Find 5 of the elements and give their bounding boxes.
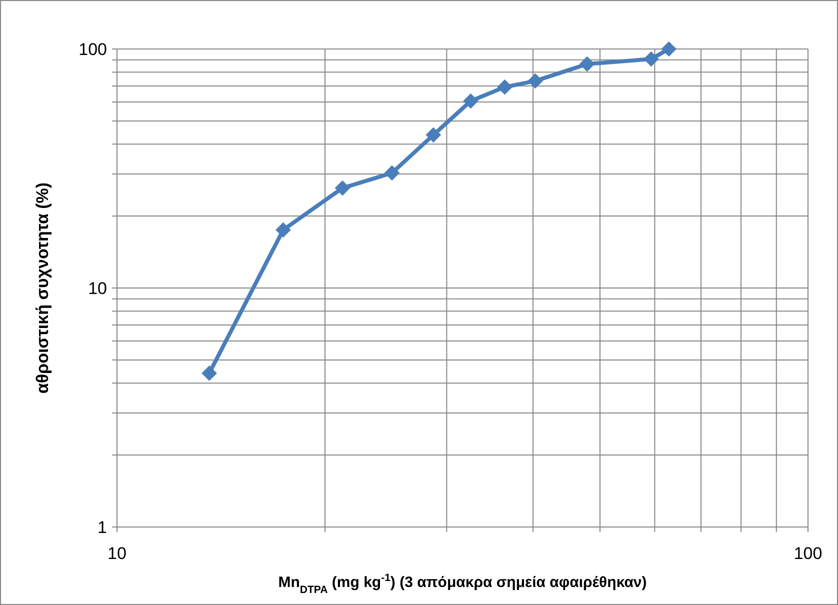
y-tick-label: 100 bbox=[78, 40, 107, 59]
y-tick-label: 10 bbox=[88, 278, 107, 298]
x-axis-title: Mn$_{DTPA}$ (mg kg$^{-1}$) (3 απόμακρα σημεία αφαιρέθηκαν) bbox=[278, 572, 647, 596]
y-tick-label: 1 bbox=[98, 518, 107, 537]
y-axis-title: αθροιστική συχνοτητα (%) bbox=[33, 182, 52, 394]
